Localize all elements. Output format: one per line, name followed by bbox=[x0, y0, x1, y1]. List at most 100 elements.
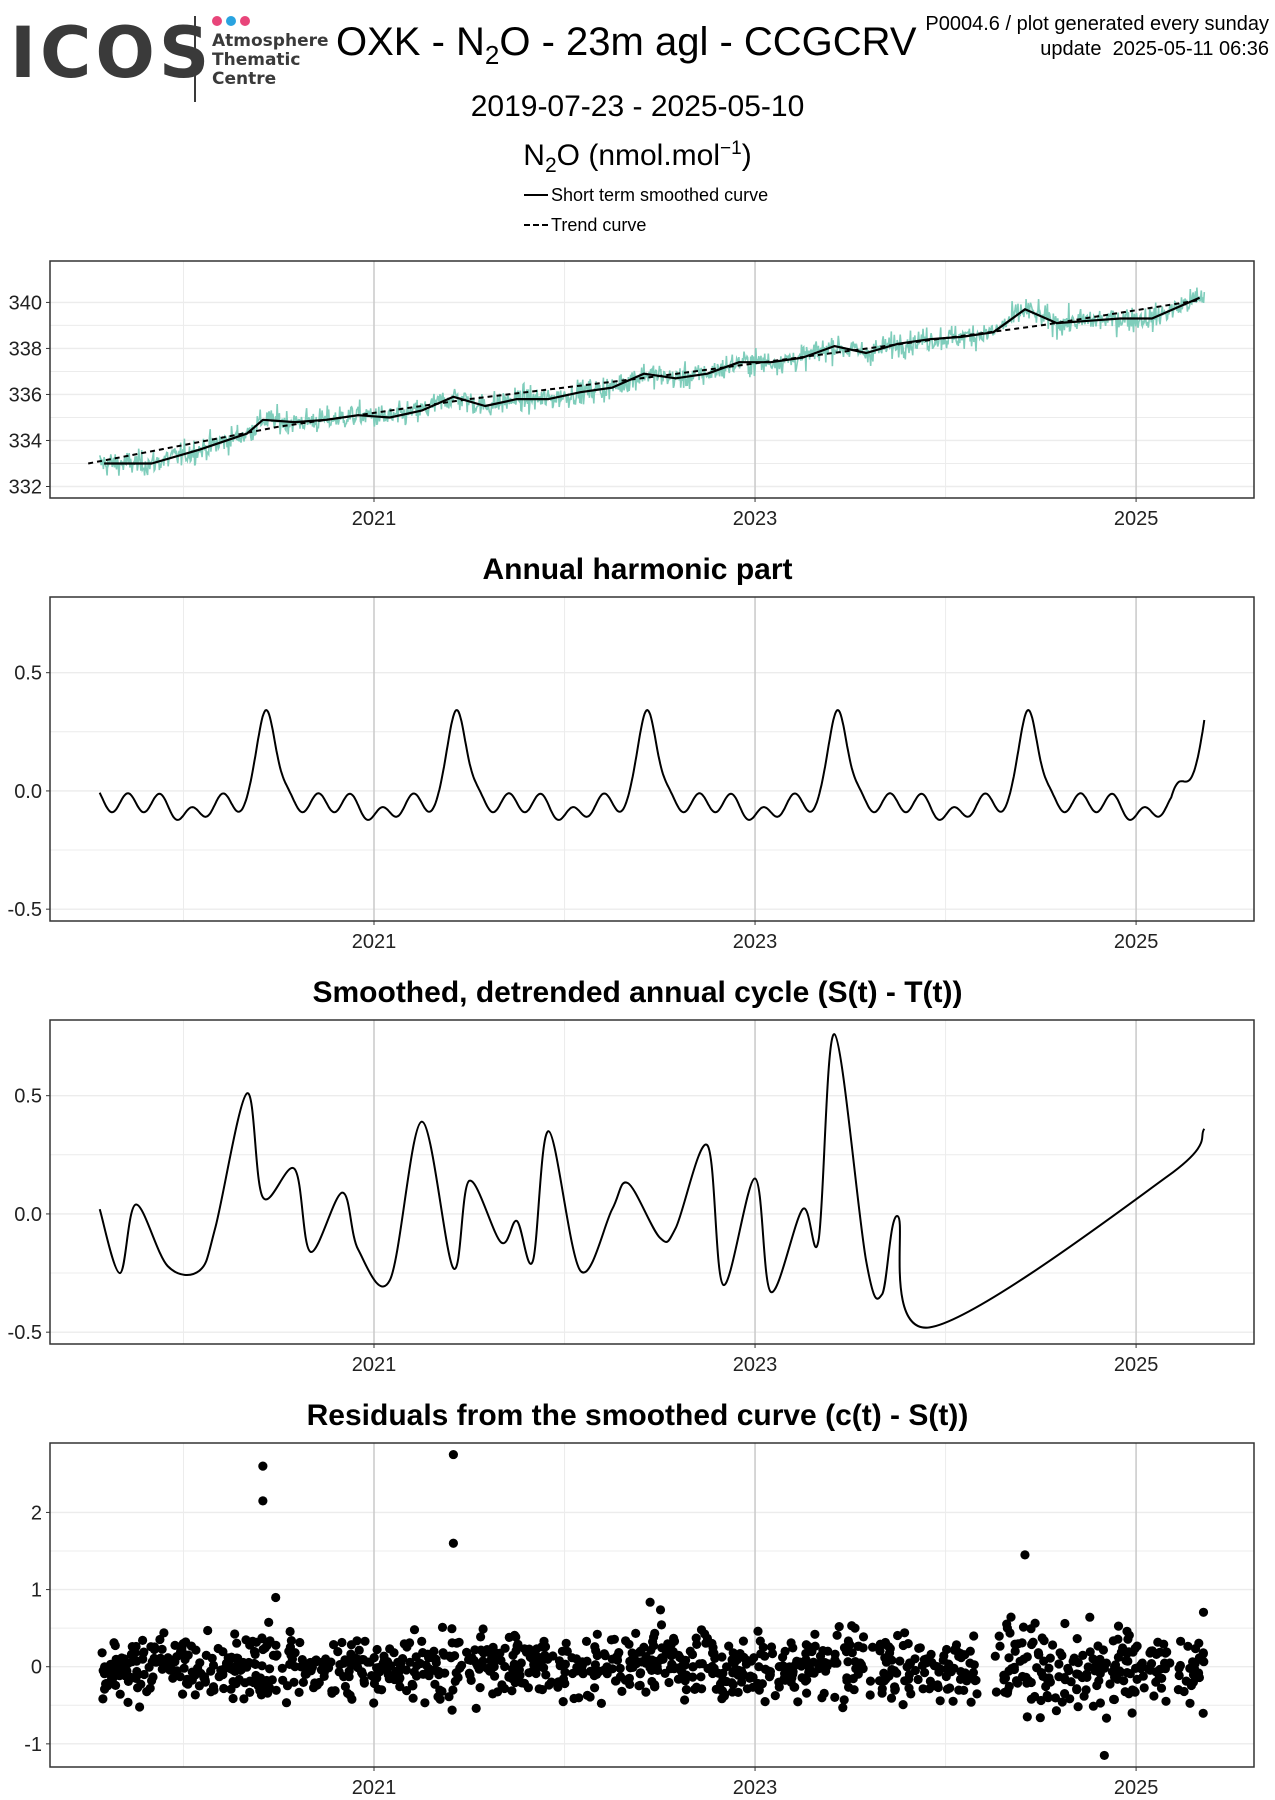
units-subscript: 2 bbox=[544, 154, 557, 177]
residual-point bbox=[585, 1666, 596, 1676]
residual-point bbox=[696, 1625, 707, 1635]
residual-point bbox=[728, 1680, 738, 1690]
residual-point bbox=[480, 1647, 490, 1657]
residual-point bbox=[478, 1656, 488, 1666]
residual-point bbox=[219, 1683, 229, 1694]
residual-point bbox=[1198, 1607, 1209, 1617]
residual-point bbox=[614, 1648, 624, 1658]
residual-point bbox=[1188, 1677, 1198, 1687]
residual-point bbox=[357, 1667, 367, 1677]
residual-point bbox=[904, 1670, 915, 1680]
residual-point bbox=[1128, 1647, 1138, 1657]
residual-point bbox=[1143, 1664, 1153, 1674]
residual-point bbox=[417, 1636, 427, 1646]
trend-curve bbox=[88, 299, 1200, 465]
residual-point bbox=[482, 1663, 492, 1674]
residual-point bbox=[602, 1662, 612, 1672]
residual-point bbox=[1131, 1663, 1141, 1673]
residual-point bbox=[942, 1644, 952, 1655]
residual-point bbox=[327, 1688, 337, 1698]
residual-point bbox=[476, 1632, 486, 1642]
panel-frame bbox=[49, 596, 1255, 922]
panel-title-detrended: Smoothed, detrended annual cycle (S(t) -… bbox=[312, 976, 963, 1009]
residual-point bbox=[935, 1696, 945, 1706]
residual-point bbox=[887, 1655, 897, 1665]
residual-point bbox=[801, 1655, 811, 1665]
residual-point bbox=[471, 1703, 481, 1713]
residual-point bbox=[540, 1642, 551, 1652]
residual-point bbox=[453, 1672, 463, 1683]
residual-point bbox=[724, 1641, 734, 1651]
residual-point bbox=[708, 1668, 718, 1679]
residual-point bbox=[856, 1660, 867, 1670]
residual-point bbox=[196, 1668, 206, 1678]
residual-point bbox=[411, 1652, 421, 1662]
residual-point bbox=[1160, 1648, 1171, 1658]
residual-point bbox=[101, 1678, 112, 1689]
residual-point bbox=[770, 1691, 780, 1701]
residual-point bbox=[815, 1651, 826, 1661]
residual-point bbox=[221, 1658, 232, 1668]
residual-point bbox=[99, 1669, 110, 1679]
residual-point bbox=[213, 1643, 223, 1654]
residual-point bbox=[590, 1660, 601, 1670]
residual-point bbox=[265, 1636, 275, 1646]
panel-3: -1 0 1 2 2021 2023 2025 bbox=[24, 1442, 1255, 1799]
residual-point bbox=[462, 1647, 472, 1657]
residual-point bbox=[668, 1647, 678, 1657]
residual-point bbox=[610, 1676, 621, 1686]
residual-point bbox=[858, 1643, 868, 1653]
residual-point bbox=[823, 1646, 833, 1656]
residual-point bbox=[737, 1677, 747, 1687]
residual-point bbox=[1002, 1623, 1013, 1633]
residual-point bbox=[641, 1658, 651, 1668]
residual-point bbox=[1190, 1644, 1201, 1654]
residual-point bbox=[170, 1640, 180, 1650]
residual-point bbox=[1073, 1702, 1083, 1712]
panel-2: -0.5 0.0 0.5 2021 2023 2025 bbox=[8, 1019, 1255, 1376]
residual-point bbox=[457, 1660, 467, 1670]
residual-point bbox=[1176, 1636, 1186, 1646]
residual-point bbox=[118, 1656, 128, 1666]
y-tick-label: 336 bbox=[9, 384, 42, 406]
residual-point bbox=[1116, 1647, 1126, 1657]
residual-point bbox=[893, 1630, 903, 1641]
residual-point bbox=[625, 1679, 635, 1689]
residual-point bbox=[994, 1631, 1004, 1641]
residual-point bbox=[440, 1668, 450, 1678]
residual-point bbox=[541, 1670, 551, 1680]
residual-point bbox=[1044, 1663, 1054, 1673]
residual-point bbox=[537, 1685, 548, 1695]
residual-point bbox=[127, 1649, 137, 1659]
residual-point bbox=[972, 1689, 982, 1699]
residual-point bbox=[1060, 1618, 1070, 1629]
residual-point bbox=[162, 1661, 172, 1672]
residual-point bbox=[944, 1659, 954, 1669]
residual-point bbox=[1006, 1612, 1016, 1622]
residual-point bbox=[1030, 1691, 1040, 1702]
units-part-3: ) bbox=[741, 139, 752, 172]
x-tick-label: 2025 bbox=[1114, 1777, 1159, 1799]
residual-point bbox=[631, 1659, 641, 1669]
residual-point bbox=[918, 1684, 928, 1694]
residual-point bbox=[431, 1654, 441, 1664]
residual-point bbox=[369, 1698, 379, 1708]
residual-point bbox=[346, 1649, 356, 1659]
residual-point bbox=[111, 1654, 121, 1664]
residual-point bbox=[681, 1670, 692, 1680]
residual-point bbox=[663, 1639, 673, 1649]
residual-point bbox=[1011, 1676, 1022, 1686]
residual-point bbox=[612, 1655, 623, 1665]
logo-dots-icon bbox=[212, 16, 250, 26]
residual-point bbox=[753, 1626, 763, 1636]
residual-point bbox=[372, 1644, 382, 1655]
residual-point bbox=[754, 1662, 764, 1672]
y-tick-label: 338 bbox=[9, 338, 42, 360]
residual-point bbox=[965, 1658, 975, 1668]
residual-point bbox=[97, 1648, 107, 1658]
residual-point bbox=[832, 1630, 842, 1640]
residual-point bbox=[409, 1625, 420, 1635]
residual-point bbox=[711, 1684, 721, 1694]
residual-point bbox=[298, 1677, 308, 1687]
residual-point bbox=[546, 1677, 557, 1687]
